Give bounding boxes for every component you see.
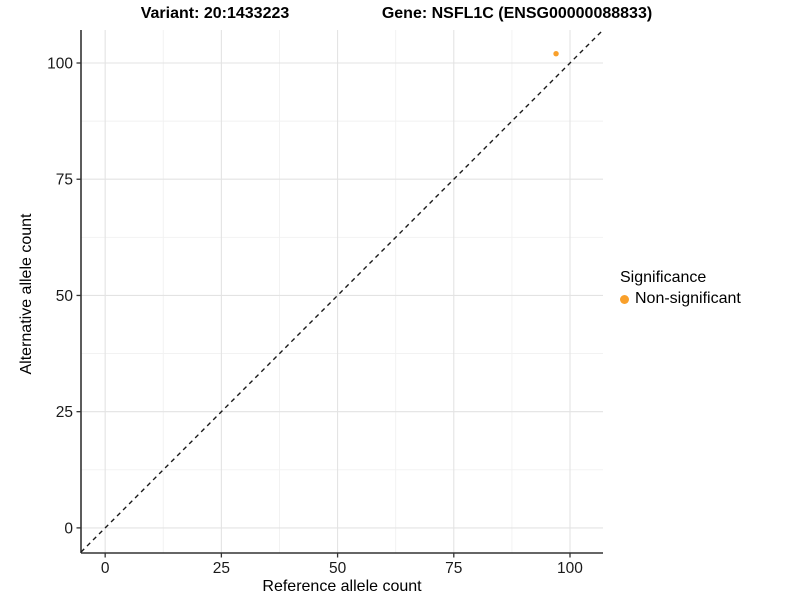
variant-title: Variant: 20:1433223 (140, 5, 290, 22)
gene-title: Gene: NSFL1C (ENSG00000088833) (381, 5, 653, 22)
x-tick-label: 75 (445, 560, 462, 577)
non-significant-point-icon (620, 294, 629, 304)
y-tick-label: 100 (47, 56, 73, 73)
y-axis-title: Alternative allele count (18, 213, 35, 375)
legend: Significance Non-significant (620, 269, 741, 308)
y-tick-label: 25 (56, 404, 73, 421)
legend-entry-label: Non-significant (635, 290, 741, 307)
x-tick-label: 50 (329, 560, 347, 577)
y-tick-label: 50 (56, 288, 74, 305)
x-tick-label: 100 (557, 560, 583, 577)
identity-dashed-line (80, 29, 604, 553)
y-tick-label: 0 (64, 520, 73, 537)
x-tick-label: 25 (213, 560, 230, 577)
y-tick-label: 75 (56, 172, 73, 189)
legend-entry: Non-significant (620, 290, 741, 308)
x-tick-label: 0 (101, 560, 110, 577)
data-point (553, 51, 559, 57)
legend-title: Significance (620, 269, 707, 286)
x-axis-title: Reference allele count (262, 578, 422, 595)
